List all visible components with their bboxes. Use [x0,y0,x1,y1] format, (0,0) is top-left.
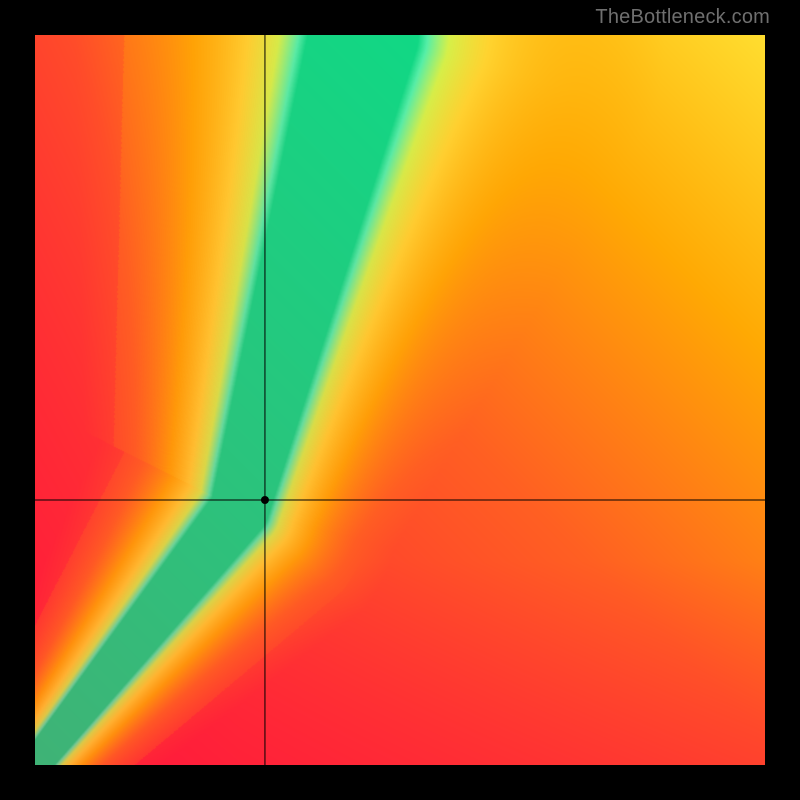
heatmap-canvas [35,35,765,765]
watermark-text: TheBottleneck.com [595,6,770,29]
chart-container: TheBottleneck.com [0,0,800,800]
